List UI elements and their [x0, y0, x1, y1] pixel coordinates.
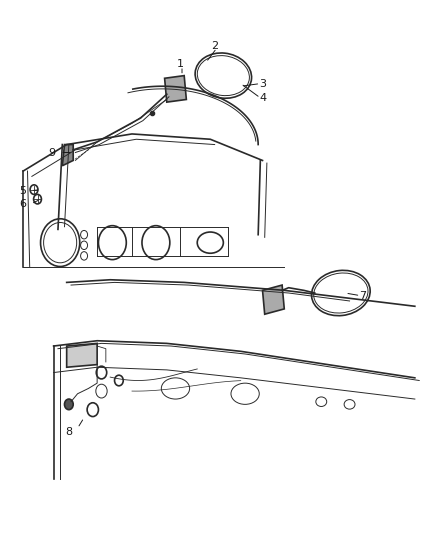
Text: 9: 9 [48, 148, 55, 158]
Text: 5: 5 [19, 185, 26, 196]
Polygon shape [67, 343, 97, 367]
Text: 8: 8 [65, 427, 72, 437]
Polygon shape [262, 285, 284, 314]
Text: 2: 2 [211, 41, 218, 51]
Text: 6: 6 [19, 199, 26, 209]
Text: 3: 3 [259, 78, 266, 88]
Polygon shape [165, 76, 186, 102]
Polygon shape [62, 144, 73, 166]
Text: 4: 4 [259, 93, 266, 103]
Text: 1: 1 [177, 59, 184, 69]
Text: 7: 7 [359, 290, 366, 301]
Circle shape [64, 399, 73, 410]
